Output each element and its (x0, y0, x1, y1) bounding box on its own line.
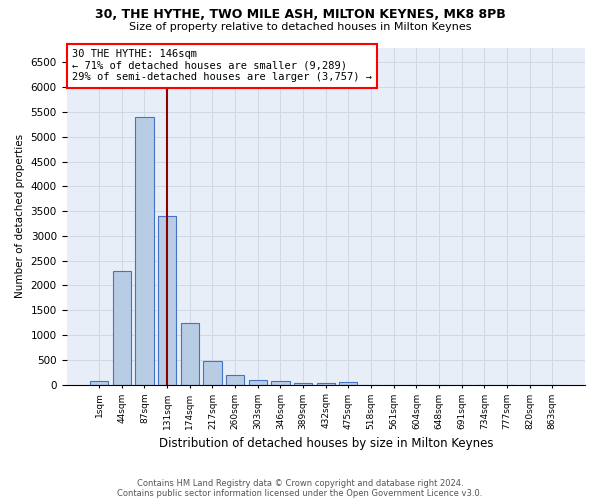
X-axis label: Distribution of detached houses by size in Milton Keynes: Distribution of detached houses by size … (158, 437, 493, 450)
Text: 30, THE HYTHE, TWO MILE ASH, MILTON KEYNES, MK8 8PB: 30, THE HYTHE, TWO MILE ASH, MILTON KEYN… (95, 8, 505, 20)
Text: Contains public sector information licensed under the Open Government Licence v3: Contains public sector information licen… (118, 488, 482, 498)
Bar (226, 375, 244, 384)
Bar (113, 270, 131, 384)
Text: Contains HM Land Registry data © Crown copyright and database right 2024.: Contains HM Land Registry data © Crown c… (137, 478, 463, 488)
Bar (271, 381, 290, 384)
Bar (249, 380, 267, 384)
Bar (181, 322, 199, 384)
Bar (90, 381, 108, 384)
Bar (136, 117, 154, 384)
Bar (317, 383, 335, 384)
Text: Size of property relative to detached houses in Milton Keynes: Size of property relative to detached ho… (129, 22, 471, 32)
Text: 30 THE HYTHE: 146sqm
← 71% of detached houses are smaller (9,289)
29% of semi-de: 30 THE HYTHE: 146sqm ← 71% of detached h… (72, 49, 372, 82)
Bar (203, 361, 221, 384)
Y-axis label: Number of detached properties: Number of detached properties (15, 134, 25, 298)
Bar (158, 216, 176, 384)
Bar (340, 382, 358, 384)
Bar (294, 382, 312, 384)
